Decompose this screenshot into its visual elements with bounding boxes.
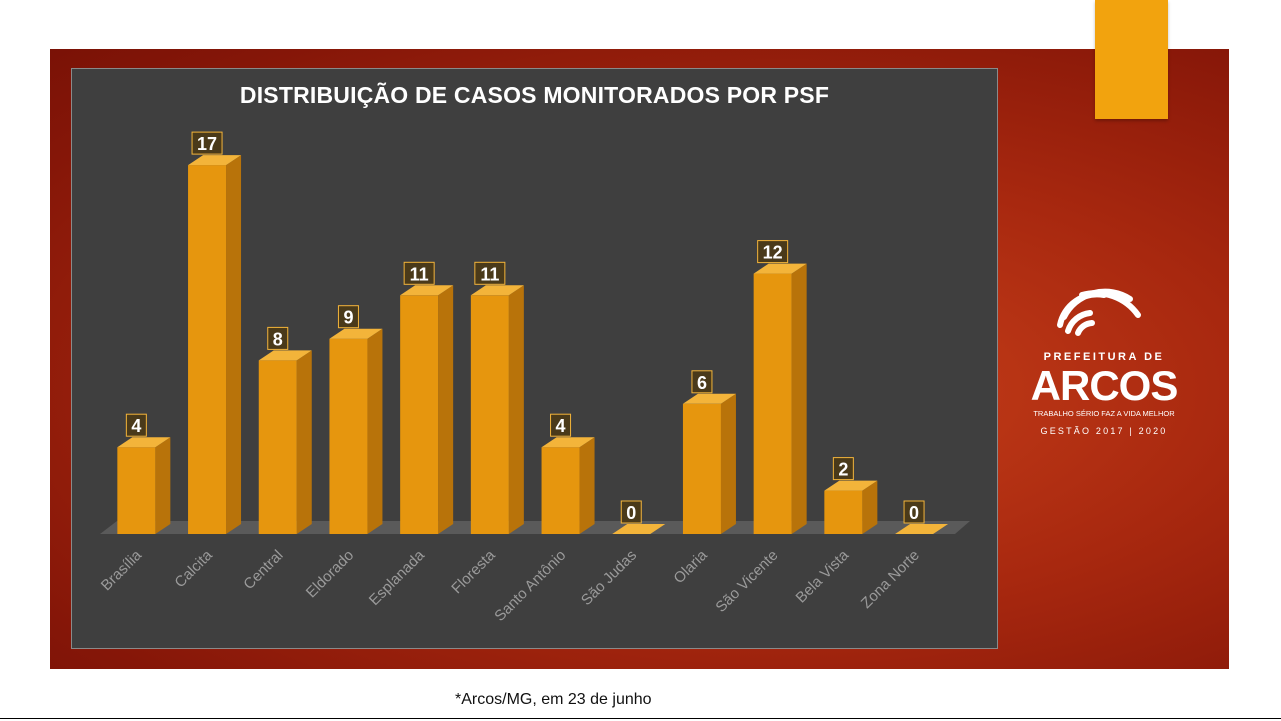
bar-top bbox=[329, 328, 383, 339]
data-label: 4 bbox=[131, 416, 141, 436]
category-tick-label: Olaria bbox=[670, 546, 711, 587]
divider bbox=[0, 718, 1281, 719]
bar bbox=[541, 447, 580, 534]
category-tick-label: Bela Vista bbox=[793, 546, 853, 606]
chart-floor bbox=[100, 521, 970, 534]
data-label-box bbox=[832, 457, 854, 481]
bar-top bbox=[400, 285, 454, 296]
arcs-logo-icon bbox=[1057, 288, 1141, 336]
bar bbox=[824, 490, 863, 534]
category-tick-label: São Vicente bbox=[712, 547, 781, 616]
bar-top bbox=[541, 437, 595, 448]
data-label-box bbox=[620, 500, 642, 524]
bar bbox=[682, 403, 721, 534]
data-label-box bbox=[691, 370, 713, 394]
logo-slogan: TRABALHO SÉRIO FAZ A VIDA MELHOR bbox=[1033, 409, 1175, 418]
data-label: 4 bbox=[556, 416, 566, 436]
bar-top bbox=[895, 524, 949, 534]
category-tick-label: Brasília bbox=[98, 546, 146, 594]
data-label: 6 bbox=[697, 373, 707, 393]
bar-top bbox=[258, 350, 312, 361]
bar bbox=[117, 447, 156, 534]
bar-side bbox=[155, 437, 171, 534]
category-tick-label: Central bbox=[240, 547, 286, 593]
data-label: 11 bbox=[480, 264, 499, 284]
bar-top bbox=[470, 285, 524, 296]
data-label-box bbox=[125, 413, 147, 437]
bar bbox=[329, 338, 368, 534]
bar-side bbox=[226, 155, 242, 534]
bar-side bbox=[720, 393, 736, 534]
bar bbox=[753, 273, 792, 534]
data-label-box bbox=[337, 305, 359, 329]
bar-side bbox=[438, 285, 454, 534]
data-label-box bbox=[403, 261, 435, 285]
data-label: 8 bbox=[273, 329, 283, 349]
data-label-box bbox=[757, 240, 789, 264]
category-tick-label: Zona Norte bbox=[858, 547, 923, 612]
category-tick-label: Calcita bbox=[171, 546, 216, 591]
category-tick-label: Eldorado bbox=[303, 547, 357, 601]
bar-side bbox=[296, 350, 312, 534]
data-label-box bbox=[474, 261, 506, 285]
data-label-box bbox=[550, 413, 572, 437]
category-tick-label: Santo Antônio bbox=[491, 547, 569, 625]
bar-side bbox=[862, 480, 878, 534]
bar bbox=[258, 360, 297, 534]
bar bbox=[188, 165, 227, 534]
chart-title: DISTRIBUIÇÃO DE CASOS MONITORADOS POR PS… bbox=[239, 82, 830, 108]
bar-top bbox=[188, 155, 242, 166]
bar bbox=[470, 295, 509, 534]
data-label: 9 bbox=[343, 308, 353, 328]
footnote: *Arcos/MG, em 23 de junho bbox=[455, 691, 652, 708]
bar-side bbox=[791, 263, 807, 534]
bar-top bbox=[117, 437, 171, 448]
logo-name: ARCOS bbox=[1031, 362, 1178, 409]
data-label: 17 bbox=[197, 134, 217, 154]
data-label: 11 bbox=[410, 264, 429, 284]
prefeitura-logo: PREFEITURA DE ARCOS TRABALHO SÉRIO FAZ A… bbox=[1031, 288, 1178, 436]
bar-top bbox=[682, 393, 736, 404]
bar-top bbox=[753, 263, 807, 274]
data-label-box bbox=[267, 326, 289, 350]
data-label: 0 bbox=[626, 503, 636, 523]
bar-side bbox=[508, 285, 524, 534]
category-tick-label: Esplanada bbox=[366, 546, 429, 609]
bar-top bbox=[612, 524, 666, 534]
data-label-box bbox=[903, 500, 925, 524]
bar-top bbox=[824, 480, 878, 491]
data-label: 0 bbox=[909, 503, 919, 523]
bar bbox=[400, 295, 439, 534]
data-label: 12 bbox=[763, 243, 783, 263]
logo-term: GESTÃO 2017 | 2020 bbox=[1041, 426, 1168, 436]
accent-tab bbox=[1095, 0, 1168, 119]
bar-side bbox=[579, 437, 595, 534]
data-label-box bbox=[191, 131, 223, 155]
category-tick-label: São Judas bbox=[578, 547, 640, 609]
data-label: 2 bbox=[838, 460, 848, 480]
category-tick-label: Floresta bbox=[448, 546, 499, 597]
bar-side bbox=[367, 328, 383, 534]
logo-line1: PREFEITURA DE bbox=[1044, 351, 1165, 363]
